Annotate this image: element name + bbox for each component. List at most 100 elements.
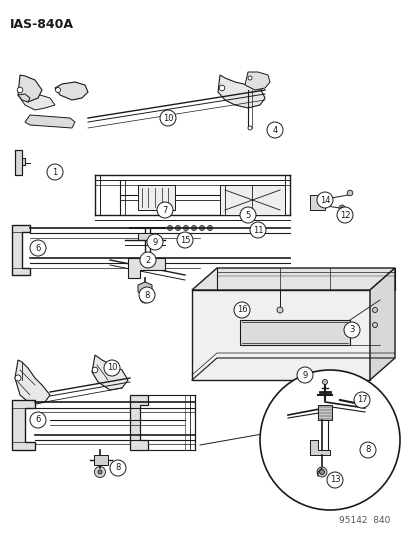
Polygon shape [317, 405, 331, 420]
Circle shape [157, 202, 173, 218]
Text: 9: 9 [152, 238, 157, 246]
Circle shape [201, 227, 202, 229]
Circle shape [92, 367, 97, 373]
Polygon shape [309, 195, 329, 210]
Circle shape [340, 207, 342, 209]
Circle shape [159, 110, 176, 126]
Text: 95142  840: 95142 840 [338, 516, 389, 525]
Text: IAS-840A: IAS-840A [10, 18, 74, 31]
Polygon shape [15, 150, 25, 175]
Text: 5: 5 [245, 211, 250, 220]
Text: 9: 9 [301, 370, 307, 379]
Circle shape [266, 122, 282, 138]
Circle shape [17, 87, 23, 93]
Circle shape [372, 308, 377, 312]
Circle shape [177, 232, 192, 248]
Circle shape [139, 287, 154, 303]
Text: 8: 8 [115, 464, 121, 472]
Text: 8: 8 [144, 290, 150, 300]
Text: 17: 17 [356, 395, 366, 405]
Polygon shape [219, 185, 284, 215]
Polygon shape [128, 258, 165, 278]
Circle shape [319, 470, 324, 474]
Circle shape [175, 225, 180, 230]
Polygon shape [130, 395, 147, 450]
Circle shape [336, 207, 352, 223]
Circle shape [192, 227, 195, 229]
Circle shape [191, 225, 196, 230]
Circle shape [209, 227, 211, 229]
Circle shape [30, 240, 46, 256]
Polygon shape [18, 94, 30, 102]
Circle shape [347, 190, 352, 196]
Circle shape [247, 126, 252, 130]
Circle shape [276, 307, 282, 313]
Circle shape [218, 85, 224, 91]
Polygon shape [15, 360, 50, 405]
Circle shape [183, 225, 188, 230]
Text: 10: 10 [107, 364, 117, 373]
Circle shape [140, 293, 150, 303]
Circle shape [199, 225, 204, 230]
Text: 11: 11 [252, 225, 263, 235]
Polygon shape [18, 75, 42, 102]
Text: 3: 3 [349, 326, 354, 335]
Circle shape [47, 164, 63, 180]
Text: 10: 10 [162, 114, 173, 123]
Polygon shape [218, 75, 264, 108]
Circle shape [372, 322, 377, 327]
Circle shape [207, 225, 212, 230]
Circle shape [316, 467, 326, 477]
Circle shape [104, 360, 120, 376]
Text: 6: 6 [35, 244, 40, 253]
Text: 4: 4 [272, 125, 277, 134]
Polygon shape [55, 82, 88, 100]
Polygon shape [92, 355, 128, 390]
Circle shape [296, 367, 312, 383]
Circle shape [167, 225, 172, 230]
Circle shape [240, 207, 255, 223]
Polygon shape [309, 440, 329, 455]
Polygon shape [192, 268, 394, 290]
Circle shape [169, 227, 171, 229]
Circle shape [249, 222, 266, 238]
Polygon shape [192, 290, 369, 380]
Polygon shape [369, 268, 394, 380]
Polygon shape [12, 400, 35, 450]
Polygon shape [240, 320, 349, 345]
Polygon shape [244, 72, 269, 90]
Circle shape [142, 296, 147, 300]
Circle shape [98, 470, 102, 474]
Text: 15: 15 [179, 236, 190, 245]
Circle shape [247, 76, 252, 80]
Text: 8: 8 [364, 446, 370, 455]
Polygon shape [138, 282, 152, 295]
Circle shape [110, 460, 126, 476]
Circle shape [177, 227, 178, 229]
Circle shape [322, 379, 327, 384]
Text: 1: 1 [52, 167, 57, 176]
Text: 16: 16 [236, 305, 247, 314]
Circle shape [185, 227, 187, 229]
Circle shape [316, 192, 332, 208]
Text: 6: 6 [35, 416, 40, 424]
Polygon shape [138, 233, 154, 240]
Circle shape [94, 466, 105, 478]
Text: 14: 14 [319, 196, 330, 205]
Circle shape [30, 412, 46, 428]
Circle shape [259, 370, 399, 510]
Circle shape [55, 87, 60, 93]
Polygon shape [25, 115, 75, 128]
Circle shape [343, 322, 359, 338]
Text: 7: 7 [162, 206, 167, 214]
Text: 13: 13 [329, 475, 339, 484]
Polygon shape [94, 455, 108, 465]
Polygon shape [12, 225, 30, 275]
Circle shape [147, 234, 163, 250]
Circle shape [359, 442, 375, 458]
Circle shape [233, 302, 249, 318]
Text: 12: 12 [339, 211, 349, 220]
Circle shape [15, 375, 21, 381]
Polygon shape [138, 185, 175, 210]
Circle shape [140, 252, 156, 268]
